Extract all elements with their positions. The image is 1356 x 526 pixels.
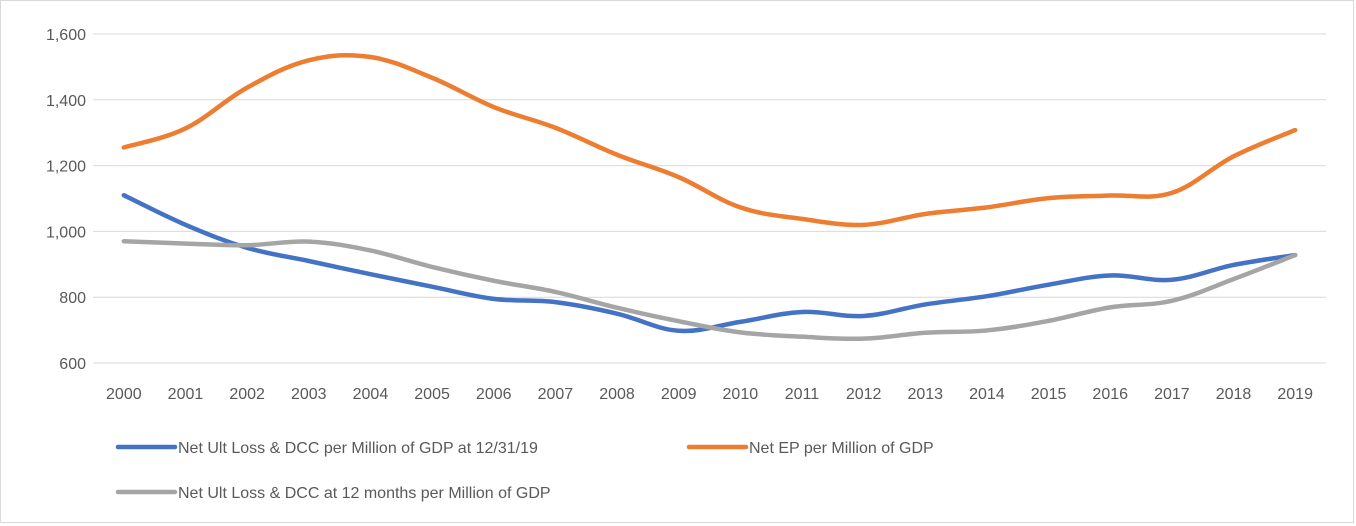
y-tick-label: 1,200 [46,159,86,176]
x-tick-label: 2011 [785,386,820,403]
series-line-3 [124,241,1295,339]
x-tick-label: 2001 [168,386,204,403]
x-tick-label: 2012 [846,386,882,403]
y-tick-label: 1,400 [46,93,86,110]
x-tick-label: 2007 [538,386,574,403]
legend-label: Net Ult Loss & DCC at 12 months per Mill… [178,485,551,502]
y-tick-label: 1,000 [46,224,86,241]
series-line-1 [124,195,1295,331]
x-tick-label: 2016 [1092,386,1128,403]
x-axis-tick-labels: 2000 2001 2002 2003 2004 2005 2006 2007 2008 2009… [106,386,1313,403]
x-tick-label: 2017 [1154,386,1190,403]
series-line-2 [124,55,1295,225]
y-axis-tick-labels: 600 800 1,000 1,200 1,400 1,600 [46,27,86,373]
legend: Net Ult Loss & DCC per Million of GDP at… [118,440,934,502]
x-tick-label: 2008 [599,386,635,403]
x-tick-label: 2005 [414,386,450,403]
legend-label: Net EP per Million of GDP [749,440,934,457]
y-tick-label: 600 [59,356,86,373]
x-tick-label: 2006 [476,386,512,403]
x-tick-label: 2000 [106,386,142,403]
x-tick-label: 2015 [1031,386,1067,403]
x-tick-label: 2013 [907,386,943,403]
x-tick-label: 2004 [353,386,389,403]
y-tick-label: 1,600 [46,27,86,44]
x-tick-label: 2009 [661,386,697,403]
series-lines [124,55,1296,339]
x-tick-label: 2010 [723,386,759,403]
x-tick-label: 2019 [1277,386,1313,403]
x-tick-label: 2002 [229,386,265,403]
y-tick-label: 800 [59,290,86,307]
x-tick-label: 2014 [969,386,1005,403]
legend-label: Net Ult Loss & DCC per Million of GDP at… [178,440,538,457]
x-tick-label: 2018 [1216,386,1252,403]
x-tick-label: 2003 [291,386,327,403]
